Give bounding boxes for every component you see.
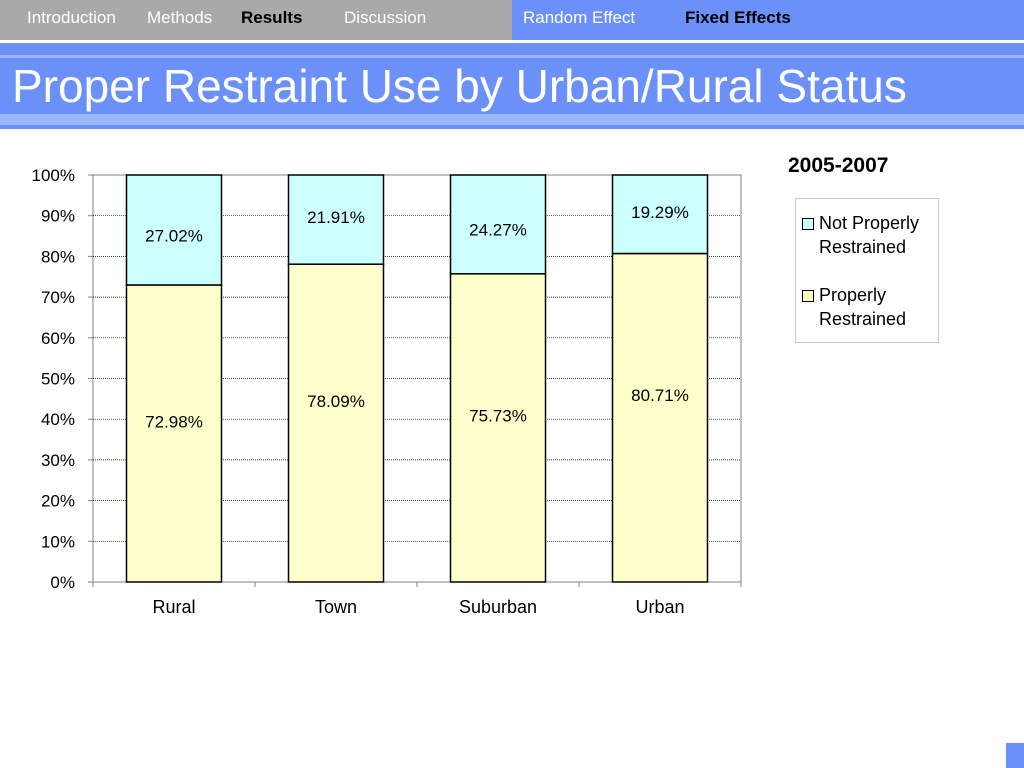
period-label: 2005-2007 [788, 154, 889, 177]
x-tick-label: Town [315, 597, 357, 617]
legend-swatch-not-properly [802, 218, 814, 230]
y-tick-label: 0% [50, 573, 75, 592]
y-tick-label: 30% [41, 451, 75, 470]
legend-label-properly-line2: Restrained [819, 309, 907, 329]
bar-properly-restrained-suburban [449, 273, 547, 583]
data-label: 21.91% [307, 208, 365, 227]
nav-bar-right: Random Effect Fixed Effects [512, 0, 1024, 40]
bar-not-properly-restrained-rural [125, 174, 223, 286]
nav-fixed-effects[interactable]: Fixed Effects [685, 8, 791, 27]
nav-discussion[interactable]: Discussion [344, 8, 427, 27]
title-stripe-bottom [0, 114, 1024, 125]
data-label: 80.71% [631, 386, 689, 405]
legend-label-properly-line1: Properly [819, 285, 887, 305]
nav-bar-left: Introduction Methods Results Discussion [0, 0, 512, 40]
y-tick-label: 20% [41, 492, 75, 511]
y-tick-label: 90% [41, 207, 75, 226]
y-tick-label: 80% [41, 247, 75, 266]
y-tick-label: 70% [41, 288, 75, 307]
data-label: 19.29% [631, 203, 689, 222]
legend-label-not-properly-line1: Not Properly [819, 213, 920, 233]
legend-label-not-properly-line2: Restrained [819, 237, 907, 257]
bar-properly-restrained-rural [125, 284, 223, 583]
chart-legend: Not Properly Restrained Properly Restrai… [795, 198, 939, 343]
nav-introduction[interactable]: Introduction [27, 8, 116, 27]
y-tick-label: 50% [41, 370, 75, 389]
data-label: 72.98% [145, 413, 203, 432]
bar-not-properly-restrained-suburban [449, 174, 547, 275]
data-label: 75.73% [469, 407, 527, 426]
x-tick-label: Urban [635, 597, 684, 617]
nav-methods[interactable]: Methods [147, 8, 213, 27]
x-tick-label: Suburban [459, 597, 537, 617]
stacked-bar-chart: 0% 10% 20% 30% 40% 50% 60% 70% 80% 90% 100% 72.98% 2… [32, 166, 742, 617]
bar-properly-restrained-town [287, 263, 385, 583]
y-tick-label: 60% [41, 329, 75, 348]
data-label: 24.27% [469, 220, 527, 239]
bar-properly-restrained-urban [611, 252, 709, 583]
bar-not-properly-restrained-town [287, 174, 385, 265]
y-tick-label: 10% [41, 532, 75, 551]
corner-decoration [1006, 743, 1024, 768]
x-tick-label: Rural [152, 597, 195, 617]
bar-not-properly-restrained-urban [611, 174, 709, 255]
nav-random-effect[interactable]: Random Effect [523, 8, 636, 27]
y-tick-label: 40% [41, 410, 75, 429]
title-stripe-top [0, 55, 1024, 58]
data-label: 27.02% [145, 226, 203, 245]
y-tick-label: 100% [32, 166, 75, 185]
legend-swatch-properly [802, 290, 814, 302]
slide-title: Proper Restraint Use by Urban/Rural Stat… [12, 60, 907, 112]
nav-results[interactable]: Results [241, 8, 303, 27]
data-label: 78.09% [307, 392, 365, 411]
